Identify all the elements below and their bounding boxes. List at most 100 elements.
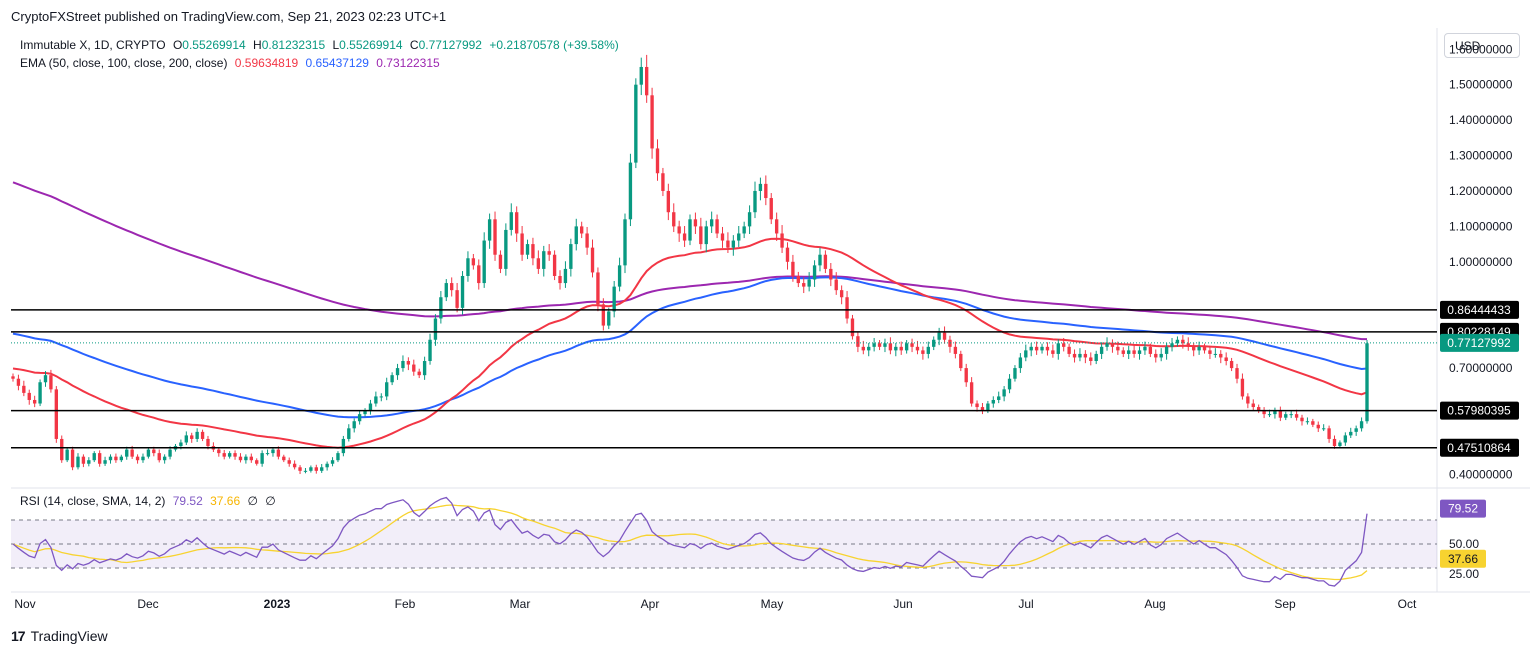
candle-body <box>682 233 687 241</box>
time-tick-label: Feb <box>395 597 416 611</box>
price-tick-label: 0.40000000 <box>1449 467 1513 481</box>
currency-button[interactable]: USD <box>1444 33 1520 58</box>
candle-body <box>16 378 21 386</box>
candle-body <box>1110 343 1115 347</box>
candle-body <box>477 265 481 284</box>
candle-body <box>200 431 205 439</box>
candle-body <box>1137 350 1142 354</box>
candle-body <box>774 219 779 234</box>
candle-body <box>1294 414 1299 418</box>
candle-body <box>287 460 291 464</box>
candle-body <box>655 148 660 174</box>
candle-body <box>152 449 156 454</box>
candle-body <box>141 456 145 461</box>
candle-body <box>704 226 708 245</box>
candle-body <box>119 456 123 461</box>
candle-body <box>986 403 990 411</box>
candle-body <box>271 449 275 454</box>
candle-body <box>255 460 259 464</box>
ema50-value: 0.59634819 <box>234 56 299 70</box>
candle-body <box>49 375 53 390</box>
candle-body <box>617 265 622 287</box>
time-tick-label: Dec <box>137 597 158 611</box>
candle-body <box>1105 343 1109 347</box>
candle-body <box>135 456 140 461</box>
candle-body <box>363 410 367 415</box>
candle-body <box>1072 353 1077 358</box>
candle-body <box>926 346 930 354</box>
candle-body <box>997 396 1001 400</box>
time-tick-label: Aug <box>1144 597 1165 611</box>
candle-body <box>1164 346 1169 354</box>
candle-body <box>1365 343 1369 422</box>
candle-body <box>1121 350 1125 354</box>
candle-body <box>585 233 589 248</box>
candle-body <box>498 254 503 269</box>
candle-body <box>980 407 985 411</box>
tradingview-footer[interactable]: 17 TradingView <box>11 628 108 644</box>
candle-body <box>552 254 557 276</box>
candle-body <box>1235 368 1239 379</box>
last-price-label: 0.77127992 <box>1447 336 1511 350</box>
candle-body <box>379 396 383 398</box>
candle-body <box>742 226 746 234</box>
candle-body <box>1159 353 1163 358</box>
candle-body <box>910 343 914 347</box>
rsi-pane: 50.00 25.00 79.52 37.66 <box>11 496 1486 587</box>
candle-body <box>43 375 48 383</box>
candle-body <box>542 251 546 269</box>
time-tick-label: Apr <box>641 597 660 611</box>
candle-body <box>1045 346 1050 351</box>
candle-body <box>450 283 454 291</box>
candle-body <box>661 173 665 191</box>
candle-body <box>1278 410 1283 418</box>
rsi-sma-value: 37.66 <box>210 494 241 508</box>
tradingview-brand: TradingView <box>30 628 108 644</box>
candle-body <box>888 343 893 351</box>
candle-body <box>1208 350 1212 354</box>
candle-body <box>558 275 562 284</box>
candle-body <box>607 311 611 326</box>
candle-body <box>357 414 362 422</box>
candle-body <box>330 460 335 464</box>
time-tick-label: Sep <box>1274 597 1296 611</box>
rsi-sma-line <box>12 504 1368 581</box>
candle-body <box>650 95 654 149</box>
candle-body <box>1181 339 1185 344</box>
rsi-line <box>12 496 1368 587</box>
candle-body <box>1349 431 1353 436</box>
candle-body <box>1143 346 1147 351</box>
level-label-bg <box>1440 401 1519 420</box>
candle-body <box>969 382 974 404</box>
candle-body <box>959 353 963 369</box>
candle-body <box>894 346 898 351</box>
candle-body <box>672 212 676 227</box>
candle-body <box>921 350 925 354</box>
candle-body <box>81 456 86 464</box>
candle-body <box>688 219 692 241</box>
rsi-value: 79.52 <box>172 494 203 508</box>
candle-body <box>1273 410 1277 415</box>
ema-lines <box>12 181 1368 449</box>
candle-body <box>856 336 860 347</box>
candle-body <box>298 467 302 471</box>
candle-body <box>942 332 947 340</box>
candle-body <box>54 389 59 439</box>
candle-body <box>639 66 643 85</box>
candle-body <box>932 339 936 347</box>
candle-body <box>904 343 909 351</box>
candle-body <box>1359 421 1364 429</box>
candle-body <box>401 361 405 369</box>
candle-body <box>948 339 952 347</box>
candle-body <box>764 183 768 199</box>
price-tick-label: 1.10000000 <box>1449 219 1513 233</box>
candle-body <box>368 403 373 411</box>
candle-body <box>1289 414 1293 416</box>
time-axis: Nov Dec 2023 Feb Mar Apr May Jun Jul Aug Sep Oct <box>14 597 1417 611</box>
candle-body <box>217 449 221 454</box>
candle-body <box>791 261 795 276</box>
candle-body <box>395 368 400 376</box>
candle-body <box>1202 346 1207 351</box>
candle-body <box>780 233 784 248</box>
